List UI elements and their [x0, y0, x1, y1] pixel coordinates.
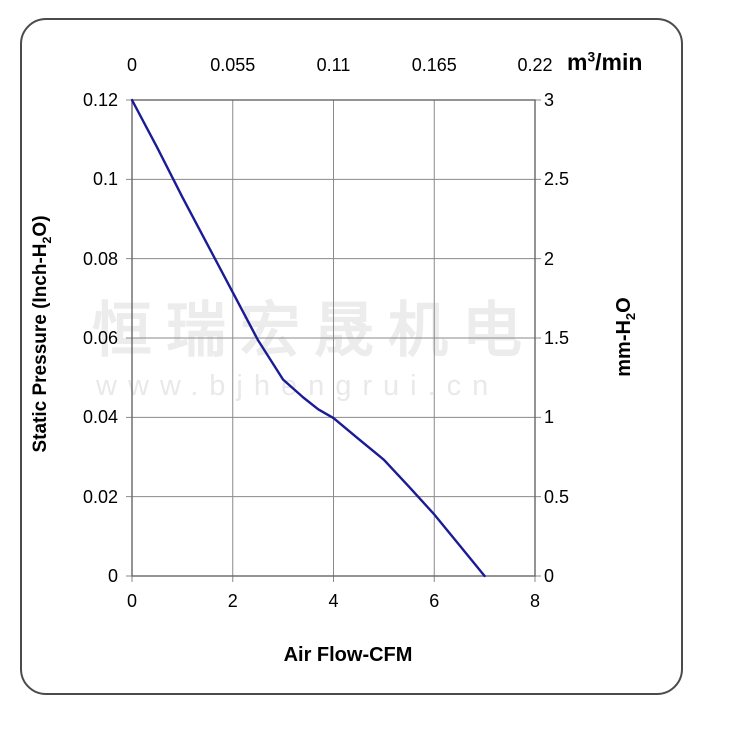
x-axis-title: Air Flow-CFM — [283, 644, 413, 666]
top-axis-tick-label: 0 — [126, 55, 138, 75]
left-axis-tick-label: 0 — [107, 566, 118, 586]
left-axis-title: Static Pressure (Inch-H2O) — [30, 134, 58, 534]
unit-base: m — [567, 49, 588, 75]
unit-superscript: 3 — [587, 49, 596, 65]
figure-border — [20, 18, 683, 695]
left-title-rest: O) — [30, 215, 51, 237]
watermark-company-text: 恒瑞宏晟机电 — [92, 297, 536, 364]
left-axis-tick-label: 0.06 — [82, 328, 118, 348]
right-axis-tick-label: 2 — [544, 248, 555, 269]
top-axis-unit-label: m3/min — [567, 49, 642, 76]
right-axis-tick-label: 0 — [544, 566, 555, 586]
right-axis-tick-label: 1 — [544, 407, 555, 428]
bottom-axis-tick-label: 8 — [529, 591, 541, 611]
top-axis-tick-label: 0.055 — [210, 55, 256, 75]
top-axis-tick-label: 0.11 — [316, 55, 351, 75]
top-axis-tick-label: 0.22 — [517, 55, 553, 75]
right-axis-tick-label: 3 — [544, 90, 555, 110]
right-axis-title: mm-H2O — [613, 237, 639, 437]
right-axis-tick-label: 1.5 — [544, 328, 570, 348]
left-axis-tick-label: 0.04 — [82, 407, 118, 428]
left-title-base: Static Pressure (Inch-H — [30, 243, 51, 453]
top-axis-tick-label: 0.165 — [411, 55, 457, 75]
left-title-subscript: 2 — [39, 236, 54, 244]
plot-border — [131, 99, 536, 577]
bottom-axis-tick-label: 6 — [429, 591, 440, 611]
left-axis-tick-label: 0.02 — [82, 486, 118, 507]
bottom-axis-tick-label: 2 — [227, 591, 238, 611]
right-title-base: mm-H — [613, 320, 635, 377]
bottom-axis-tick-label: 4 — [328, 591, 339, 611]
watermark-website-text: www.bjhengrui.cn — [96, 370, 500, 402]
left-axis-tick-label: 0.08 — [82, 248, 118, 269]
fan-curve — [130, 98, 486, 578]
unit-rest: /min — [595, 49, 643, 75]
left-axis-tick-label: 0.1 — [92, 169, 118, 190]
right-title-subscript: 2 — [623, 312, 638, 321]
right-title-rest: O — [613, 297, 635, 313]
right-axis-tick-label: 2.5 — [544, 169, 570, 190]
left-axis-tick-label: 0.12 — [82, 90, 118, 110]
right-axis-tick-label: 0.5 — [544, 486, 570, 507]
bottom-axis-tick-label: 0 — [126, 591, 138, 611]
